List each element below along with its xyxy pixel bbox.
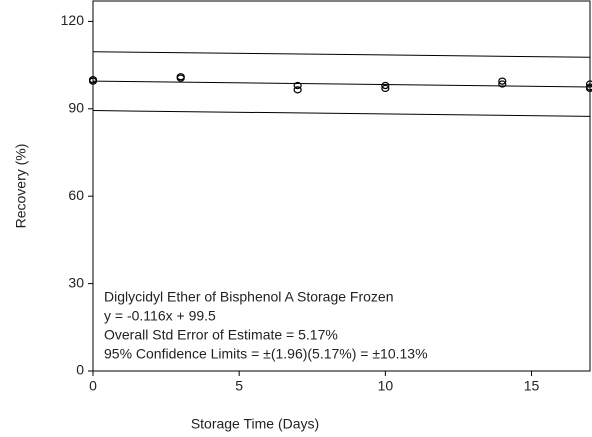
regression-line: [92, 80, 591, 88]
data-point: [381, 84, 390, 93]
x-tick-label: 15: [524, 378, 540, 394]
data-point: [585, 80, 592, 88]
x-tick-label: 5: [235, 378, 243, 394]
x-tick-label: 10: [378, 378, 394, 394]
data-point: [498, 77, 507, 85]
y-tick-label: 120: [61, 12, 85, 28]
y-tick-label: 60: [68, 187, 84, 203]
annotation: Overall Std Error of Estimate = 5.17%: [104, 327, 338, 343]
data-point: [176, 73, 185, 81]
x-tick-label: 0: [89, 378, 97, 394]
data-point: [293, 81, 302, 90]
annotation: 95% Confidence Limits = ±(1.96)(5.17%) =…: [104, 346, 428, 362]
data-point: [293, 86, 302, 94]
data-point: [498, 80, 507, 88]
y-tick-label: 0: [76, 362, 84, 378]
data-point: [88, 76, 98, 84]
x-axis-label: Storage Time (Days): [191, 416, 319, 432]
regression-line: [92, 51, 591, 58]
data-point: [585, 84, 592, 93]
y-tick-label: 90: [68, 99, 84, 115]
data-point: [381, 81, 390, 90]
plot-frame: [92, 0, 591, 372]
regression-line: [92, 110, 591, 117]
annotation: y = -0.116x + 99.5: [104, 308, 216, 324]
annotation: Diglycidyl Ether of Bisphenol A Storage …: [104, 289, 394, 305]
y-tick-label: 30: [68, 274, 84, 290]
y-axis-label: Recovery (%): [13, 144, 29, 229]
